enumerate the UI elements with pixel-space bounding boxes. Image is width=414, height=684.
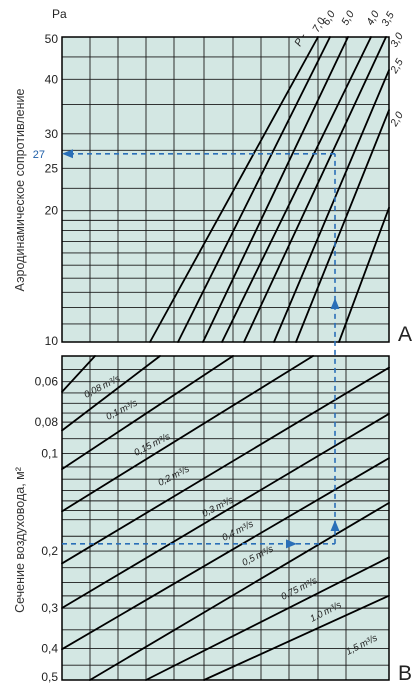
y-tick-label: 0,06 [35, 375, 59, 389]
series-line [273, 69, 390, 343]
panel-a-unit-label: Pa [52, 7, 67, 21]
y-tick-label: 50 [45, 32, 59, 46]
panel-a-curves [149, 36, 390, 343]
y-tick-label: 0,4 [41, 642, 58, 656]
y-tick-label: 30 [45, 127, 59, 141]
panel-b-section-chart: 0,060,080,10,20,30,40,5 0,08m³/s0,1m³/s0… [13, 355, 412, 684]
panel-b-curves [61, 355, 390, 681]
series-line [61, 355, 314, 513]
series-label: 2,0 [388, 110, 406, 130]
reading-path-arrow [286, 539, 297, 549]
series-line [61, 355, 234, 471]
series-line [177, 36, 331, 343]
panel-a-y-axis-title: Аэродинамическое сопротивление [13, 89, 27, 292]
panel-a-y-ticks: 10 20 25 30 40 50 [45, 32, 59, 348]
panel-b-letter: B [398, 662, 412, 684]
reading-path-arrow [330, 298, 340, 309]
series-label: 3,0 [388, 31, 406, 50]
series-line [203, 594, 390, 681]
panel-b-background [62, 356, 389, 680]
reading-path-arrow [62, 149, 73, 159]
y-tick-label: 0,5 [41, 670, 58, 684]
series-line [89, 501, 390, 681]
series-line [61, 412, 390, 609]
y-tick-label: 0,3 [41, 601, 58, 615]
series-value: 0,1 [104, 407, 121, 423]
y-tick-label: 0,1 [41, 447, 58, 461]
y-tick-label: 10 [45, 334, 59, 348]
series-label: 2,5 [388, 57, 406, 77]
series-value: 0,4 [220, 528, 237, 544]
series-line [61, 457, 390, 651]
reading-value-pressure: 27 [33, 149, 45, 161]
series-label: 4,0 [364, 9, 382, 28]
panel-b-y-axis-title: Сечение воздуховода, м² [13, 467, 27, 613]
series-line [243, 36, 387, 343]
series-line [61, 366, 390, 565]
panel-b-y-ticks: 0,06 0,08 0,1 0,2 0,3 0,4 0,5 [35, 375, 59, 684]
series-line [61, 355, 96, 393]
y-tick-label: 20 [45, 204, 59, 218]
panel-b-frame [61, 355, 390, 681]
reading-path: 27 [33, 149, 340, 549]
series-prefix-label: P - [292, 31, 309, 49]
series-line [295, 109, 390, 343]
series-line [61, 355, 161, 432]
series-label: 3,5 [379, 10, 397, 29]
series-line [145, 556, 390, 681]
y-tick-label: 0,2 [41, 544, 58, 558]
panel-a-letter: A [398, 323, 412, 346]
series-line [202, 36, 349, 343]
series-line [149, 36, 319, 343]
y-tick-label: 0,08 [35, 415, 59, 429]
y-tick-label: 40 [45, 72, 59, 86]
reading-path-arrow [330, 520, 340, 531]
series-line [221, 36, 372, 343]
panel-a-frame [61, 36, 390, 343]
series-label: 5,0 [339, 9, 357, 28]
series-line [338, 206, 390, 343]
y-tick-label: 25 [45, 161, 59, 175]
